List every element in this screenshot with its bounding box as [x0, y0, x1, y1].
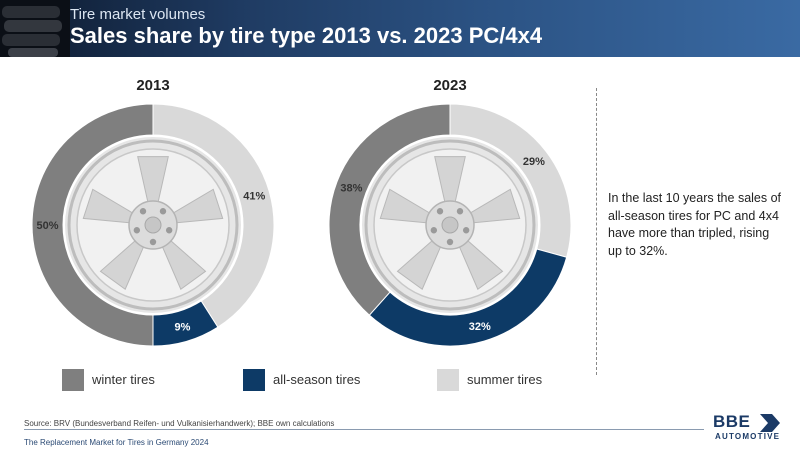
slice-winter-tires: [328, 103, 451, 316]
donut-chart-2023: 29% 32% 38%: [328, 103, 572, 347]
footer-text: The Replacement Market for Tires in Germ…: [24, 438, 209, 447]
data-label-all-season-tires: 9%: [174, 321, 190, 333]
logo-sub: AUTOMOTIVE: [715, 432, 781, 441]
source-note: Source: BRV (Bundesverband Reifen- und V…: [24, 419, 335, 428]
logo-name: BBE: [713, 412, 751, 431]
header-kicker: Tire market volumes: [70, 6, 206, 23]
slice-summer-tires: [152, 103, 275, 328]
wheel-icon: [65, 137, 241, 313]
legend-label-winter: winter tires: [92, 372, 155, 387]
insight-note: In the last 10 years the sales of all-se…: [608, 191, 782, 258]
footer-rule: [24, 429, 704, 430]
header-banner: Tire market volumes Sales share by tire …: [0, 0, 800, 57]
legend-swatch-summer: [437, 369, 459, 391]
tire-stack-icon: [0, 0, 70, 57]
slice-winter-tires: [31, 103, 154, 347]
data-label-all-season-tires: 32%: [469, 321, 491, 333]
legend-swatch-all-season: [243, 369, 265, 391]
logo-arrow-icon: [760, 414, 780, 432]
page-title: Sales share by tire type 2013 vs. 2023 P…: [70, 23, 543, 48]
legend-label-summer: summer tires: [467, 372, 543, 387]
donut-chart-2013: 41% 9% 50%: [31, 103, 275, 347]
data-label-summer-tires: 41%: [243, 191, 265, 203]
wheel-icon: [362, 137, 538, 313]
bbe-logo: BBE AUTOMOTIVE: [713, 412, 793, 444]
data-label-summer-tires: 29%: [523, 156, 545, 168]
legend-label-all-season: all-season tires: [273, 372, 361, 387]
data-label-winter-tires: 50%: [36, 220, 58, 232]
legend-swatch-winter: [62, 369, 84, 391]
data-label-winter-tires: 38%: [340, 182, 362, 194]
chart-title-2013: 2013: [136, 77, 170, 94]
chart-title-2023: 2023: [433, 77, 467, 94]
legend-item-all-season: all-season tires: [243, 369, 403, 391]
legend-item-summer: summer tires: [437, 369, 577, 391]
divider: [596, 88, 597, 375]
legend-item-winter: winter tires: [62, 369, 202, 391]
